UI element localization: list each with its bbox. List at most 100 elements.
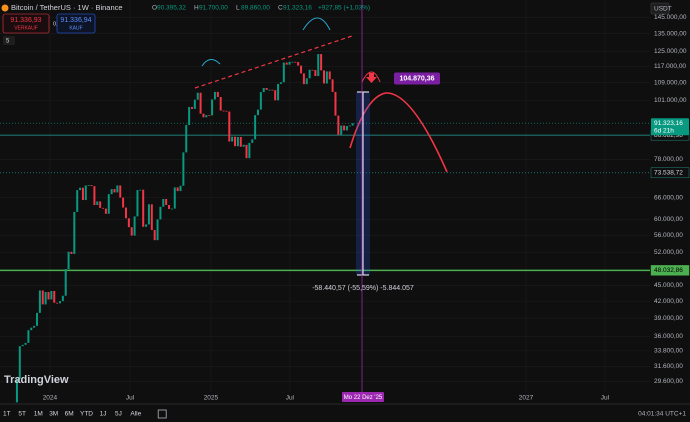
- candle-body: [50, 290, 53, 300]
- candle-body: [205, 115, 208, 118]
- candle-body: [104, 208, 107, 214]
- candle-body: [348, 125, 351, 127]
- y-tick-label: 29.600,00: [654, 378, 683, 385]
- candle-body: [130, 227, 133, 236]
- candle-body: [156, 219, 159, 241]
- candle-body: [314, 70, 317, 77]
- ohlc-key: O: [152, 5, 157, 12]
- candle-body: [311, 69, 314, 71]
- y-tick-label: 66.000,00: [654, 194, 683, 201]
- candle-body: [345, 126, 348, 131]
- candle-body: [15, 378, 18, 403]
- candle-body: [328, 71, 331, 80]
- range-button[interactable]: 5T: [18, 411, 26, 418]
- candle-body: [251, 139, 254, 143]
- candle-body: [90, 185, 93, 187]
- candle-body: [102, 207, 105, 209]
- y-tick-label: 135.000,00: [654, 30, 687, 37]
- candle-body: [64, 269, 67, 296]
- candle-body: [142, 189, 145, 227]
- candle-body: [116, 185, 119, 193]
- range-button[interactable]: 1J: [100, 411, 107, 418]
- x-tick-label: 2025: [204, 395, 219, 402]
- candle-body: [84, 185, 87, 201]
- ohlc-value: 90.395,32: [157, 5, 186, 12]
- range-button[interactable]: 6M: [65, 411, 74, 418]
- candle-body: [305, 78, 308, 85]
- candle-body: [27, 330, 30, 343]
- symbol: Bitcoin / TetherUS · 1W · Binance: [11, 3, 123, 12]
- buy-button[interactable]: [56, 13, 96, 34]
- candle-body: [165, 198, 168, 205]
- candle-body: [351, 123, 354, 126]
- level-label: 48.032,86: [654, 267, 683, 274]
- range-button[interactable]: Alle: [130, 411, 141, 418]
- down-arrow-icon: [366, 73, 377, 83]
- sell-price: 91.336,93: [10, 17, 41, 24]
- candle-body: [124, 207, 127, 219]
- candle-body: [291, 61, 294, 63]
- x-tick-label: 2024: [43, 395, 58, 402]
- buy-price: 91.336,94: [60, 17, 91, 24]
- ohlc-value: 89.860,00: [241, 5, 270, 12]
- peak-arc: [361, 71, 381, 83]
- candle-body: [331, 79, 334, 92]
- candle-body: [282, 62, 285, 83]
- candle-body: [41, 290, 44, 305]
- collapse-button[interactable]: [3, 36, 15, 45]
- y-tick-label: 39.000,00: [654, 315, 683, 322]
- candle-body: [343, 125, 346, 131]
- range-button[interactable]: YTD: [80, 411, 93, 418]
- candle-body: [96, 201, 99, 205]
- levels: [0, 122, 650, 272]
- candle-body: [193, 99, 196, 109]
- candle-body: [274, 90, 277, 101]
- candle-body: [320, 54, 323, 71]
- candle-body: [259, 92, 262, 110]
- candle-body: [202, 113, 205, 118]
- candle-body: [61, 295, 64, 302]
- ohlc-key: L: [236, 5, 240, 12]
- candle-body: [38, 290, 41, 313]
- candle-body: [268, 89, 271, 91]
- candle-body: [107, 194, 110, 214]
- ohlc-value: 91.323,16: [283, 5, 312, 12]
- ohlc: O 90.395,32 H 91.700,00 L 89.860,00 C 91.323,16…: [152, 5, 370, 12]
- candle-body: [242, 144, 245, 147]
- candle-body: [340, 125, 343, 135]
- candle-body: [182, 152, 185, 186]
- candle-body: [199, 92, 202, 114]
- candle-body: [79, 187, 82, 191]
- y-tick-label: 101.000,00: [654, 97, 687, 104]
- level-label-box: [650, 167, 690, 179]
- candle-body: [285, 62, 288, 65]
- projection-curve: [349, 92, 448, 173]
- y-tick-label: 145.000,00: [654, 14, 687, 21]
- candle-body: [228, 111, 231, 142]
- range-button[interactable]: 3M: [49, 411, 58, 418]
- candles: [15, 54, 354, 403]
- candle-body: [67, 251, 70, 270]
- candle-body: [173, 187, 176, 209]
- candle-body: [56, 302, 59, 304]
- range-button[interactable]: 1M: [34, 411, 43, 418]
- candle-body: [308, 69, 311, 79]
- candle-body: [256, 109, 259, 116]
- candle-body: [127, 218, 130, 228]
- range-button[interactable]: 5J: [115, 411, 122, 418]
- y-tick-label: 78.000,00: [654, 156, 683, 163]
- candle-body: [297, 61, 300, 66]
- last-price-box: [651, 118, 689, 136]
- buy-label: KAUF: [69, 25, 82, 31]
- candle-body: [133, 216, 136, 236]
- sell-button[interactable]: [2, 13, 50, 34]
- y-tick-label: 60.000,00: [654, 216, 683, 223]
- x-tick-label: Jul: [286, 395, 295, 402]
- range-button[interactable]: 1T: [3, 411, 11, 418]
- currency-box[interactable]: [650, 2, 670, 15]
- candle-body: [231, 136, 234, 142]
- currency: USDT: [654, 6, 672, 13]
- date-range-icon[interactable]: [157, 409, 167, 419]
- clock: 04:01:34 UTC+1: [638, 411, 686, 418]
- candle-body: [122, 197, 125, 208]
